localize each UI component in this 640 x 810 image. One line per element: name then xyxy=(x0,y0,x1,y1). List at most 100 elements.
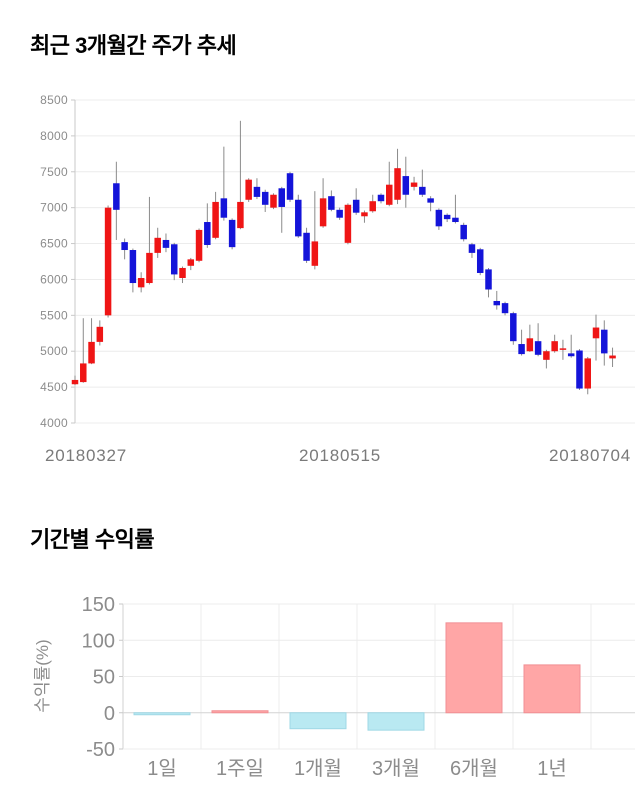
candle-down xyxy=(204,203,211,248)
candle-down xyxy=(220,146,228,221)
price-chart-title: 최근 3개월간 주가 추세 xyxy=(30,33,237,58)
candle-down xyxy=(113,161,120,240)
candle-body xyxy=(71,379,79,385)
y-axis-tick-label: 50 xyxy=(93,667,115,689)
x-axis-category-label: 1주일 xyxy=(216,757,264,780)
bar-1년 xyxy=(523,664,581,714)
candle-up xyxy=(526,324,534,352)
candle-body xyxy=(179,267,186,279)
candle-body xyxy=(609,355,616,359)
bar-1주일 xyxy=(211,710,269,714)
candle-body xyxy=(328,196,335,210)
candle-up xyxy=(543,349,550,369)
y-axis-tick-label: -50 xyxy=(86,739,115,761)
returns-chart-title: 기간별 수익률 xyxy=(30,527,155,552)
candle-body xyxy=(460,224,467,240)
candle-up xyxy=(270,193,277,210)
candle-body xyxy=(592,327,600,339)
candle-body xyxy=(195,229,203,261)
candle-up xyxy=(245,178,252,202)
candle-up xyxy=(410,176,418,191)
candle-up xyxy=(154,227,161,258)
candle-body xyxy=(253,186,261,197)
candle-body xyxy=(129,250,137,284)
candle-body xyxy=(543,351,550,360)
candle-body xyxy=(476,249,484,273)
candle-body xyxy=(534,341,542,355)
candle-body xyxy=(369,201,376,212)
candle-body xyxy=(220,198,228,218)
candle-up xyxy=(71,375,79,385)
candle-up xyxy=(137,272,145,293)
candle-body xyxy=(170,244,178,275)
candle-down xyxy=(534,323,542,357)
candle-body xyxy=(402,176,410,195)
candle-down xyxy=(601,320,608,366)
candle-body xyxy=(303,232,310,261)
candle-down xyxy=(228,218,236,250)
y-axis-tick-label: 8000 xyxy=(40,129,68,143)
candle-body xyxy=(551,341,558,352)
y-axis-tick-label: 6000 xyxy=(40,272,68,286)
candle-up xyxy=(551,334,558,353)
y-axis-tick-label: 6500 xyxy=(40,237,68,251)
candle-body xyxy=(261,191,269,205)
candle-body xyxy=(336,209,343,218)
candle-up xyxy=(311,191,319,270)
candle-down xyxy=(286,171,294,202)
candle-body xyxy=(485,269,492,290)
candle-body xyxy=(344,204,352,243)
y-axis-title: 수익률(%) xyxy=(33,639,52,712)
y-axis-tick-label: 4500 xyxy=(40,380,68,394)
candle-body xyxy=(352,199,360,213)
candle-down xyxy=(427,196,434,212)
candle-body xyxy=(295,199,302,237)
candle-up xyxy=(195,228,203,263)
candle-up xyxy=(592,314,600,361)
bar-3개월 xyxy=(367,712,425,731)
x-axis-tick-label: 20180704 xyxy=(549,446,631,465)
candle-up xyxy=(319,178,327,228)
y-axis-tick-label: 100 xyxy=(82,630,115,652)
candle-down xyxy=(352,188,360,215)
candle-down xyxy=(261,189,269,212)
candle-body xyxy=(601,329,608,354)
candle-down xyxy=(129,248,137,293)
x-axis-category-label: 1년 xyxy=(537,757,567,780)
bar-1개월 xyxy=(289,712,347,730)
candle-up xyxy=(146,196,153,285)
candle-body xyxy=(270,194,277,208)
candle-down xyxy=(402,156,410,208)
candle-down xyxy=(295,194,302,238)
x-axis-category-label: 3개월 xyxy=(372,757,420,780)
candle-body xyxy=(237,201,244,229)
candle-up xyxy=(96,320,104,346)
candle-body xyxy=(493,300,501,306)
candle-up xyxy=(179,266,186,284)
bar-1일 xyxy=(133,712,191,716)
candle-down xyxy=(253,178,261,200)
candle-body xyxy=(121,242,128,251)
candle-up xyxy=(344,203,352,245)
candle-down xyxy=(162,233,170,253)
candle-down xyxy=(468,242,476,258)
candle-up xyxy=(361,210,368,223)
candle-down xyxy=(377,193,385,204)
candle-down xyxy=(518,329,525,356)
candle-down xyxy=(476,247,484,276)
candle-body xyxy=(377,194,385,202)
candle-down xyxy=(328,190,335,212)
candle-up xyxy=(609,347,616,368)
candle-up xyxy=(104,205,112,318)
candle-down xyxy=(576,349,583,390)
candle-down xyxy=(443,213,451,223)
candle-up xyxy=(187,257,195,271)
candle-body xyxy=(278,188,285,207)
candle-body xyxy=(162,239,170,248)
x-axis-category-label: 1개월 xyxy=(294,757,342,780)
candle-body xyxy=(386,184,393,205)
candle-body xyxy=(576,350,583,389)
candle-down xyxy=(501,301,509,316)
candle-body xyxy=(212,201,219,238)
